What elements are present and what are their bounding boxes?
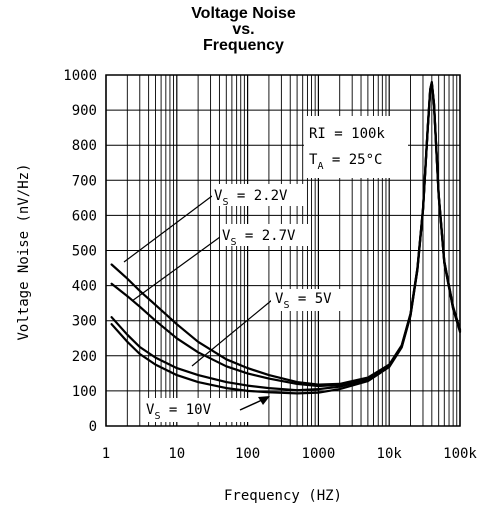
chart-title-line-1: Voltage Noise [191, 5, 296, 22]
label-bg-vs-10 [141, 398, 256, 422]
label-bg-vs-2-2 [212, 184, 304, 206]
x-tick-label: 100k [443, 446, 477, 462]
chart-title: Voltage Noise vs. Frequency [0, 6, 487, 54]
x-tick-label: 10 [168, 446, 185, 462]
y-tick-labels: 0 100 200 300 400 500 600 700 800 900 1000 [63, 68, 97, 435]
x-tick-label: 1000 [302, 446, 336, 462]
chart-title-line-3: Frequency [203, 37, 284, 54]
arrow-head-vs-10 [258, 396, 270, 405]
y-tick-label: 400 [72, 279, 97, 295]
y-axis-label: Voltage Noise (nV/Hz) [16, 163, 32, 340]
label-vs-5: VS = 5V [191, 289, 343, 367]
leader-vs-10 [239, 399, 263, 411]
x-axis-label: Frequency (HZ) [224, 488, 342, 504]
label-text-vs-2-7: VS = 2.7V [222, 228, 296, 248]
condition-ta: TA = 25°C [309, 152, 382, 172]
y-tick-label: 900 [72, 103, 97, 119]
leader-vs-5 [191, 299, 273, 367]
label-vs-2-2: VS = 2.2V [123, 184, 304, 263]
x-tick-labels: 1 10 100 1000 10k 100k [102, 446, 478, 462]
chart-title-line-2: vs. [232, 21, 255, 38]
y-tick-label: 500 [72, 244, 97, 260]
y-tick-label: 700 [72, 173, 97, 189]
x-tick-label: 100 [235, 446, 260, 462]
conditions-box: RI = 100k TA = 25°C [304, 116, 408, 178]
y-tick-label: 300 [72, 314, 97, 330]
conditions-box-bg [304, 116, 408, 178]
y-tick-label: 100 [72, 384, 97, 400]
label-vs-2-7: VS = 2.7V [131, 224, 308, 302]
label-text-vs-5: VS = 5V [275, 291, 332, 311]
series-line-4 [110, 82, 462, 395]
label-text-vs-10: VS = 10V [146, 402, 212, 422]
leader-vs-2-2 [123, 195, 213, 263]
y-tick-label: 200 [72, 349, 97, 365]
leader-vs-2-7 [131, 236, 221, 302]
label-bg-vs-2-7 [220, 224, 308, 246]
y-tick-label: 1000 [63, 68, 97, 84]
x-tick-label: 10k [377, 446, 403, 462]
plot-frame [105, 74, 461, 427]
condition-ri: RI = 100k [309, 126, 385, 142]
y-tick-label: 0 [89, 419, 97, 435]
y-tick-label: 600 [72, 208, 97, 224]
label-bg-vs-5 [271, 289, 343, 311]
series-lines [110, 80, 462, 395]
label-text-vs-2-2: VS = 2.2V [214, 188, 288, 208]
label-vs-10: VS = 10V [141, 396, 270, 422]
x-tick-label: 1 [102, 446, 110, 462]
y-tick-label: 800 [72, 138, 97, 154]
